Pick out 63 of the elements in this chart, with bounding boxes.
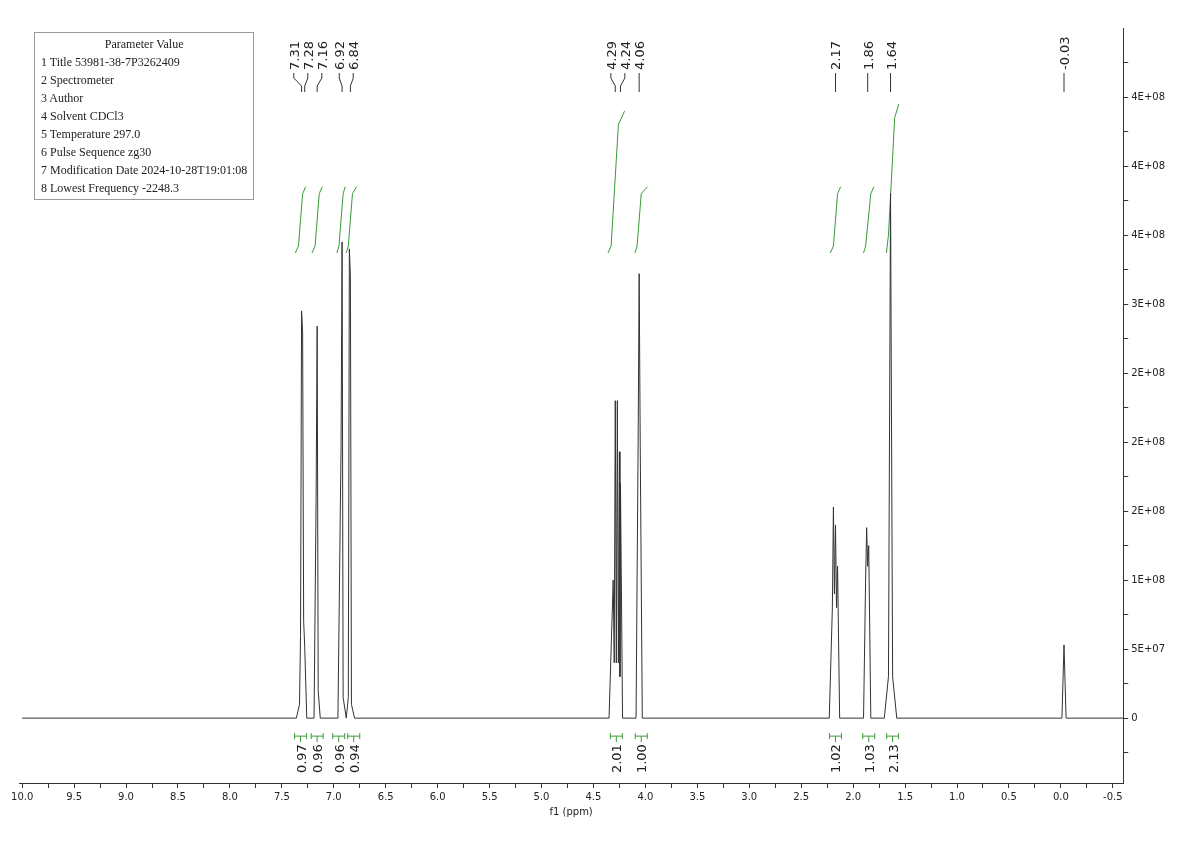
y-tick-label: 4E+08: [1131, 90, 1166, 102]
y-tick-label: 2E+08: [1131, 366, 1166, 378]
annotation: 8 Lowest Frequency -2248.3: [41, 180, 180, 197]
y-tick-label: 5E+07: [1131, 642, 1166, 654]
annotation: 5 Temperature 297.0: [41, 126, 142, 143]
annotation: 2.17: [828, 41, 844, 70]
x-tick-label: 3.5: [689, 790, 706, 802]
x-tick-label: 5.5: [481, 790, 498, 802]
x-tick-label: 8.5: [170, 790, 186, 802]
x-tick-label: 4.0: [637, 790, 654, 802]
x-axis-title: f1 (ppm): [549, 805, 593, 817]
y-tick-label: 2E+08: [1131, 504, 1166, 516]
y-tick-label: 1E+08: [1131, 573, 1166, 585]
annotation: 4.06: [632, 41, 648, 70]
annotation: 7.28: [300, 41, 316, 70]
annotation: 6.84: [346, 41, 362, 70]
x-tick-label: 8.0: [221, 790, 238, 802]
annotation: 1.02: [828, 744, 844, 774]
x-tick-label: 9.0: [118, 790, 134, 802]
x-tick-label: 9.5: [66, 790, 83, 802]
annotation: 0.96: [331, 744, 347, 774]
x-tick-label: 7.0: [325, 790, 342, 802]
x-tick-label: 0.5: [1001, 790, 1017, 802]
annotation: 4.24: [617, 41, 633, 70]
annotation: 7 Modification Date 2024-10-28T19:01:08: [41, 162, 248, 179]
annotation: 1.64: [883, 41, 899, 70]
annotation: 2.13: [885, 744, 901, 774]
y-tick-label: 3E+08: [1131, 297, 1166, 309]
annotation: Parameter Value: [103, 36, 185, 53]
annotation: 4 Solvent CDCl3: [41, 108, 125, 125]
annotation: 3 Author: [41, 90, 85, 107]
annotation: 0.94: [346, 744, 362, 774]
x-tick-label: 1.5: [897, 790, 914, 802]
annotation: 1.00: [634, 744, 650, 774]
x-tick-label: 4.5: [585, 790, 602, 802]
y-tick-label: 4E+08: [1131, 159, 1166, 171]
y-tick-label: 4E+08: [1131, 228, 1166, 240]
annotation: -0.03: [1057, 36, 1073, 70]
x-tick-label: 2.0: [845, 790, 862, 802]
x-tick-label: 1.0: [949, 790, 965, 802]
annotation: 7.16: [314, 41, 330, 70]
x-tick-label: 6.5: [377, 790, 394, 802]
y-tick-label: 0: [1131, 711, 1138, 723]
annotation: 2 Spectrometer: [41, 72, 115, 89]
annotation: 2.01: [609, 744, 625, 774]
annotation: 1.86: [860, 41, 876, 70]
annotation: 6 Pulse Sequence zg30: [41, 144, 153, 161]
x-tick-label: 5.0: [533, 790, 550, 802]
annotation: 1.03: [861, 744, 877, 774]
annotation: 6.92: [332, 41, 348, 70]
x-tick-label: 6.0: [429, 790, 446, 802]
annotation: 7.31: [286, 41, 302, 70]
x-tick-label: 10.0: [11, 790, 34, 802]
x-tick-label: -0.5: [1103, 790, 1123, 802]
annotation: 1 Title 53981-38-7P3262409: [41, 54, 181, 71]
annotation: 0.97: [293, 744, 309, 774]
y-tick-label: 2E+08: [1131, 435, 1166, 447]
annotation: 4.29: [603, 41, 619, 70]
x-tick-label: 2.5: [793, 790, 810, 802]
x-tick-label: 3.0: [741, 790, 758, 802]
annotation: 0.96: [310, 744, 326, 774]
x-tick-label: 7.5: [273, 790, 290, 802]
x-tick-label: 0.0: [1052, 790, 1069, 802]
